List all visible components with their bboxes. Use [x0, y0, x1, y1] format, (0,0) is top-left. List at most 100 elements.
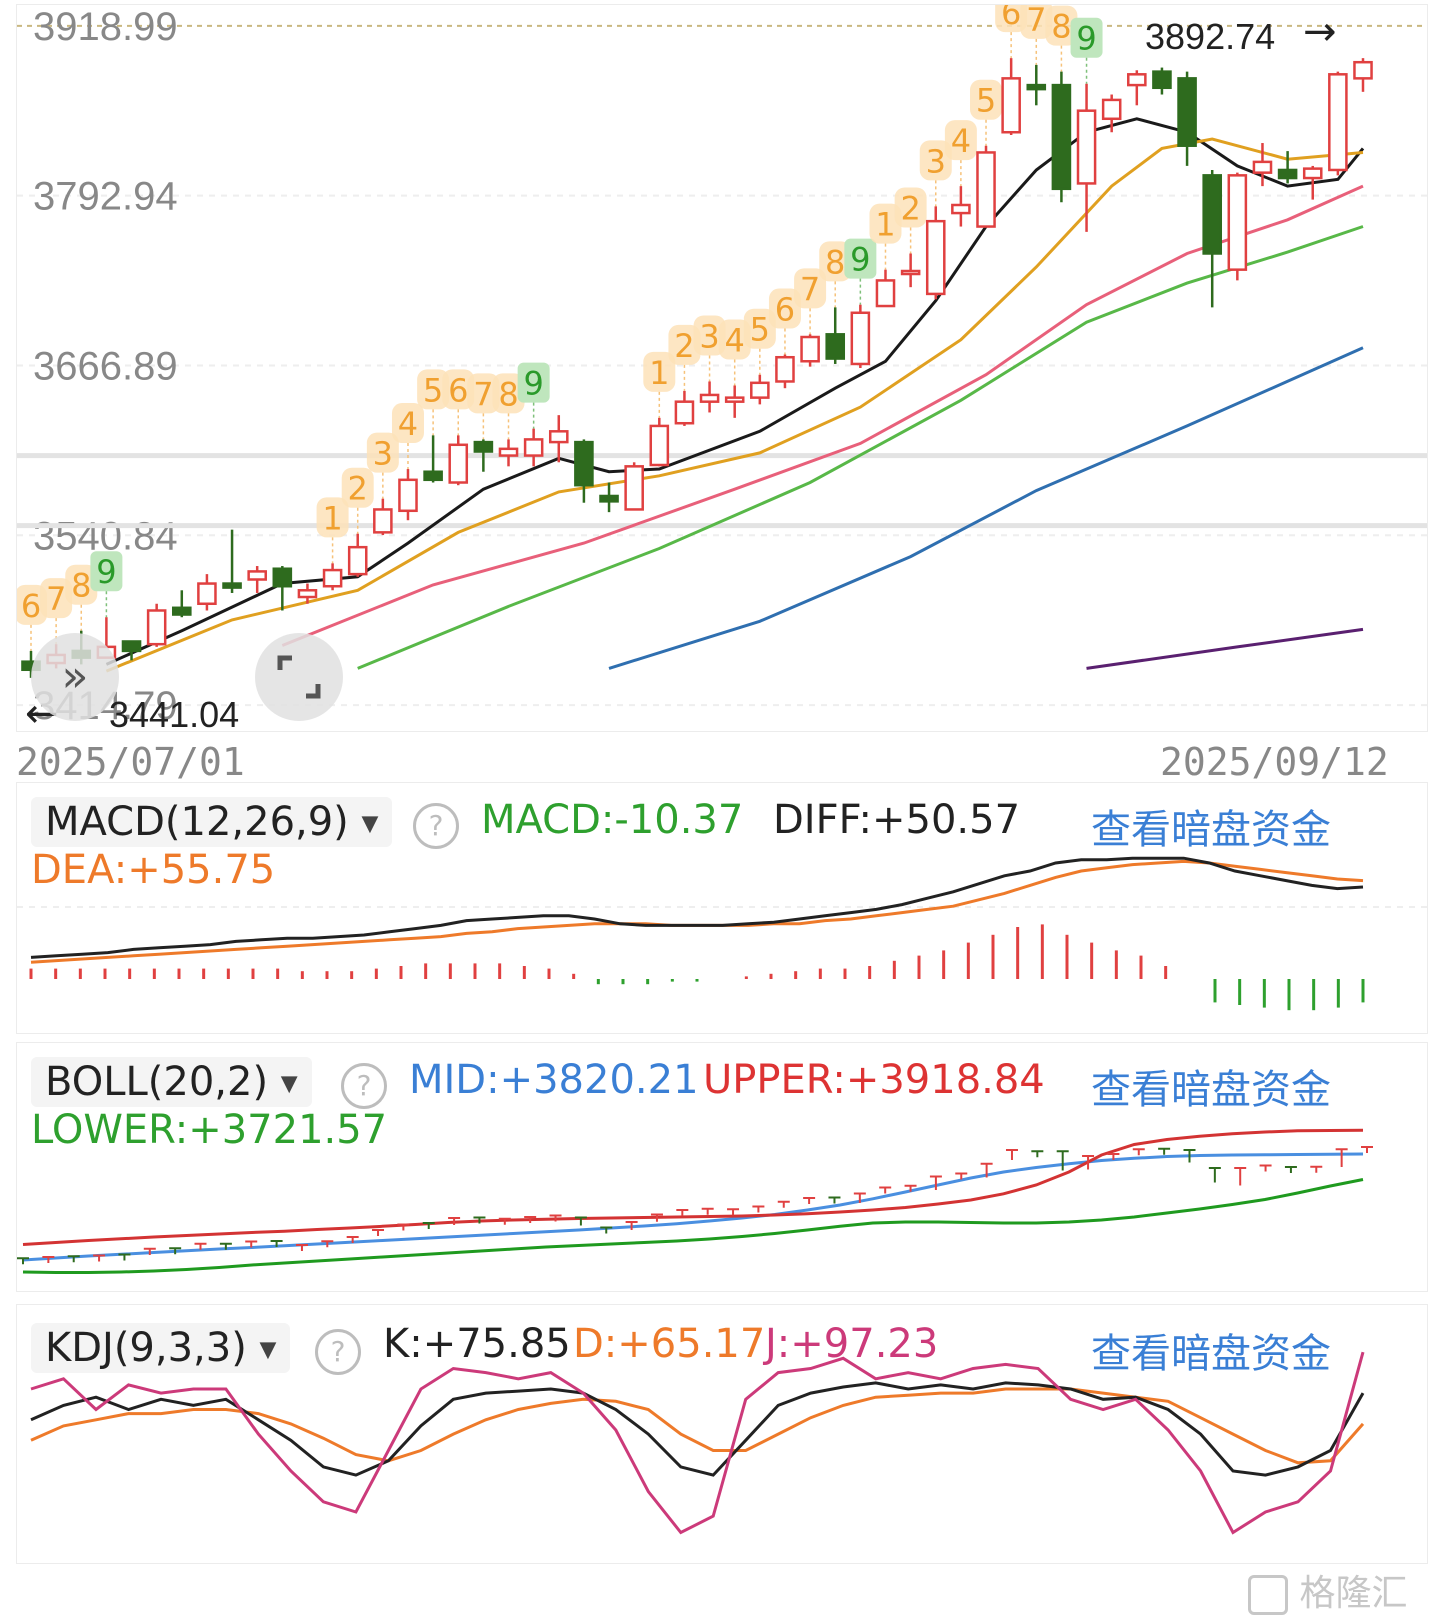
macd-dea-line: [30, 859, 1364, 964]
nine-count-label: 3: [926, 142, 946, 180]
candle-body: [1051, 83, 1072, 191]
moving-average-line: [105, 117, 1365, 666]
nine-count-label: 4: [951, 122, 971, 160]
kdj-indicator-selector[interactable]: KDJ(9,3,3) ▼: [31, 1323, 291, 1373]
nine-count-label: 5: [423, 371, 443, 409]
boll-mid-value: MID:+3820.21: [409, 1057, 699, 1103]
nine-count-badge: [90, 551, 123, 592]
boll-lower-line: [22, 1178, 1364, 1274]
candle-body: [1001, 77, 1021, 134]
price-axis-tick-label: 3666.89: [33, 344, 178, 388]
nine-count-label: 8: [498, 375, 518, 413]
kdj-k-value: K:+75.85: [383, 1321, 571, 1367]
watermark-text: 格隆汇: [1299, 1573, 1408, 1614]
boll-help-icon[interactable]: ?: [341, 1063, 387, 1109]
nine-count-label: 9: [1076, 20, 1096, 58]
boll-chart: [17, 1128, 1373, 1274]
nine-count-label: 5: [750, 311, 770, 349]
nine-count-badge: [768, 288, 801, 329]
candle-body: [850, 311, 871, 366]
kdj-j-line: [30, 1351, 1365, 1535]
candle-body: [599, 494, 619, 503]
nine-count-badge: [944, 120, 977, 161]
candle-body: [1026, 83, 1047, 91]
candle-body: [272, 567, 293, 588]
nine-count-badge: [492, 373, 525, 414]
price-axis-tick-label: 3918.99: [33, 5, 178, 49]
boll-selector-label: BOLL(20,2): [45, 1059, 269, 1105]
candle-body: [1152, 70, 1172, 90]
watermark: 格隆汇: [1248, 1564, 1407, 1616]
candle-body: [1353, 60, 1373, 80]
candle-body: [624, 465, 644, 511]
candle-body: [1277, 168, 1298, 180]
kdj-help-icon[interactable]: ?: [315, 1329, 361, 1375]
x-axis-start-label: 2025/07/01: [16, 740, 245, 784]
candle-body: [775, 355, 795, 383]
candle-body: [1328, 73, 1348, 172]
nine-count-badge: [894, 187, 927, 228]
candle-body: [373, 508, 393, 534]
macd-indicator-selector[interactable]: MACD(12,26,9) ▼: [31, 797, 393, 847]
candle-body: [925, 219, 946, 296]
nine-count-label: 1: [875, 206, 895, 244]
fullscreen-button[interactable]: [255, 633, 343, 721]
nine-count-badge: [794, 268, 827, 309]
nine-count-badge: [643, 351, 676, 392]
expand-button[interactable]: »: [31, 633, 119, 721]
moving-average-line: [1086, 627, 1364, 670]
candle-body: [222, 582, 242, 589]
nine-count-label: 4: [725, 322, 745, 360]
macd-diff-value: DIFF:+50.57: [773, 797, 1021, 843]
nine-count-badge: [970, 79, 1003, 120]
candle-body: [423, 470, 443, 482]
nine-count-badge: [417, 369, 450, 410]
nine-count-label: 7: [1026, 5, 1046, 39]
nine-count-label: 2: [900, 189, 920, 227]
nine-count-label: 3: [373, 435, 393, 473]
candle-body: [322, 568, 343, 588]
nine-count-badge: [1045, 5, 1078, 46]
kdj-j-value: J:+97.23: [765, 1321, 939, 1367]
candle-body: [548, 430, 569, 444]
nine-count-label: 2: [348, 470, 368, 508]
nine-count-label: 8: [825, 243, 845, 281]
candle-body: [875, 279, 896, 308]
candle-body: [574, 440, 594, 487]
nine-count-badge: [819, 241, 852, 282]
candle-body: [121, 640, 142, 653]
boll-dark-pool-link[interactable]: 查看暗盘资金: [1091, 1067, 1331, 1113]
kdj-dark-pool-link[interactable]: 查看暗盘资金: [1091, 1331, 1331, 1377]
watermark-logo-icon: [1248, 1575, 1288, 1615]
nine-count-badge: [391, 403, 424, 444]
kdj-selector-label: KDJ(9,3,3): [45, 1325, 247, 1371]
nine-count-label: 6: [1001, 5, 1021, 32]
macd-dark-pool-link[interactable]: 查看暗盘资金: [1091, 807, 1331, 853]
nine-count-label: 2: [674, 327, 694, 365]
nine-count-badge: [869, 203, 902, 244]
double-chevron-right-icon: »: [61, 651, 89, 702]
nine-count-label: 7: [473, 375, 493, 413]
macd-dea-value: DEA:+55.75: [31, 847, 276, 893]
candle-body: [1227, 174, 1248, 271]
price-axis-tick-label: 3792.94: [33, 175, 178, 219]
nine-count-label: 9: [523, 365, 543, 403]
chevron-down-icon: ▼: [259, 1337, 277, 1363]
kdj-d-value: D:+65.17: [573, 1321, 766, 1367]
nine-count-badge: [995, 5, 1028, 33]
nine-count-label: 3: [699, 317, 719, 355]
macd-help-icon[interactable]: ?: [413, 803, 459, 849]
nine-count-label: 1: [322, 499, 342, 537]
nine-count-badge: [668, 324, 701, 365]
nine-count-label: 7: [46, 580, 66, 618]
nine-count-label: 6: [775, 291, 795, 329]
x-axis-end-label: 2025/09/12: [1160, 740, 1389, 784]
candle-body: [1252, 160, 1273, 174]
candle-body: [473, 440, 494, 453]
candle-body: [1202, 174, 1223, 255]
boll-indicator-selector[interactable]: BOLL(20,2) ▼: [31, 1057, 312, 1107]
candle-body: [1076, 109, 1097, 185]
high-price-annotation: 3892.74: [1145, 16, 1275, 57]
candle-body: [347, 545, 368, 576]
kdj-chart: [30, 1351, 1365, 1535]
